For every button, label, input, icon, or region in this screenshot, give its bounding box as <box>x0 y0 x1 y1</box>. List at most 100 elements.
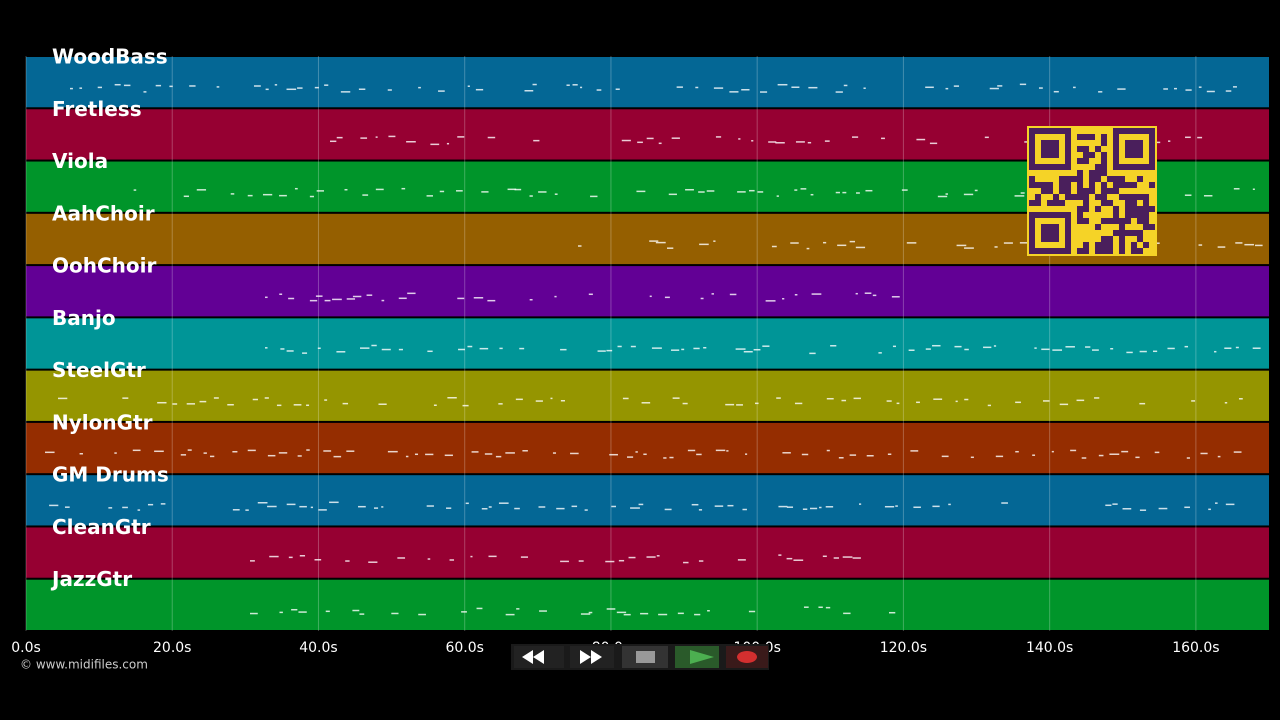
note <box>597 350 606 352</box>
note <box>801 453 809 456</box>
qr-module <box>1083 158 1089 164</box>
qr-module <box>1083 218 1089 224</box>
note <box>745 453 748 455</box>
note <box>1235 346 1239 349</box>
note <box>694 613 701 616</box>
note <box>352 295 362 298</box>
note <box>588 293 593 296</box>
rewind-button[interactable] <box>514 646 564 668</box>
qr-module <box>1077 218 1083 224</box>
qr-module <box>1143 212 1149 218</box>
note <box>1208 508 1211 511</box>
note <box>143 91 147 93</box>
note <box>566 84 570 86</box>
forward-icon[interactable] <box>580 650 602 664</box>
note <box>855 192 860 194</box>
note <box>1032 454 1036 456</box>
note <box>964 348 969 351</box>
qr-module <box>1137 236 1143 242</box>
note <box>366 294 373 296</box>
note <box>1254 244 1263 247</box>
play-button[interactable] <box>675 646 719 668</box>
note <box>1070 449 1077 452</box>
note <box>461 611 467 613</box>
record-icon[interactable] <box>737 651 757 663</box>
qr-module <box>1119 242 1125 248</box>
note <box>49 504 59 507</box>
note <box>637 141 643 144</box>
note <box>532 83 537 86</box>
qr-module <box>1029 200 1035 206</box>
note <box>267 454 276 457</box>
qr-module <box>1095 242 1101 248</box>
note <box>1185 136 1191 139</box>
qr-module <box>1059 200 1065 206</box>
qr-module <box>1107 176 1113 182</box>
play-icon[interactable] <box>690 650 714 664</box>
note <box>306 404 310 407</box>
note <box>687 449 696 452</box>
rewind-icon[interactable] <box>522 650 544 664</box>
note <box>1225 90 1232 92</box>
note <box>414 453 419 456</box>
stop-icon[interactable] <box>636 651 655 663</box>
track-row <box>26 527 1269 578</box>
note <box>578 245 582 247</box>
note <box>507 188 517 191</box>
note <box>1110 348 1114 350</box>
note <box>727 504 734 507</box>
note <box>703 346 707 349</box>
copyright: © www.midifiles.com <box>20 658 148 672</box>
note <box>802 508 808 510</box>
note <box>1105 504 1112 507</box>
note <box>1252 347 1261 349</box>
track-row <box>26 57 1269 108</box>
note <box>1122 508 1132 510</box>
record-button[interactable] <box>726 646 768 668</box>
note <box>1152 350 1158 353</box>
note <box>456 190 463 192</box>
note <box>114 83 121 86</box>
note <box>683 561 689 564</box>
qr-module <box>1113 188 1119 194</box>
note <box>426 505 434 507</box>
qr-module <box>1077 188 1083 194</box>
qr-module <box>1071 194 1077 200</box>
note <box>1167 347 1175 350</box>
stop-button[interactable] <box>622 646 668 668</box>
labels: WoodBass Fretless Viola AahChoir OohChoir Ban… <box>11 45 1219 657</box>
note <box>795 141 805 143</box>
note <box>498 502 509 504</box>
note <box>916 401 920 404</box>
note <box>245 509 249 511</box>
note <box>529 298 533 301</box>
note <box>823 241 827 244</box>
x-tick-label: 160.0s <box>1172 640 1219 656</box>
qr-module <box>1125 200 1131 206</box>
note <box>794 294 798 296</box>
note <box>358 88 366 90</box>
qr-module <box>1143 242 1149 248</box>
note <box>381 299 385 302</box>
note <box>572 84 578 86</box>
qr-module <box>1131 242 1137 248</box>
qr-module <box>1059 188 1065 194</box>
note <box>641 402 651 404</box>
forward-button[interactable] <box>570 646 614 668</box>
note <box>995 455 1004 458</box>
note <box>79 453 83 455</box>
qr-module <box>1035 194 1041 200</box>
note <box>324 299 331 302</box>
note <box>1156 242 1160 244</box>
note <box>1184 194 1192 196</box>
note <box>693 347 700 350</box>
note <box>203 452 207 454</box>
note <box>122 506 128 509</box>
note <box>314 559 322 561</box>
note <box>826 449 830 452</box>
note <box>987 404 991 407</box>
note <box>324 399 328 401</box>
note <box>1073 86 1076 89</box>
note <box>636 190 646 193</box>
note <box>293 404 302 406</box>
